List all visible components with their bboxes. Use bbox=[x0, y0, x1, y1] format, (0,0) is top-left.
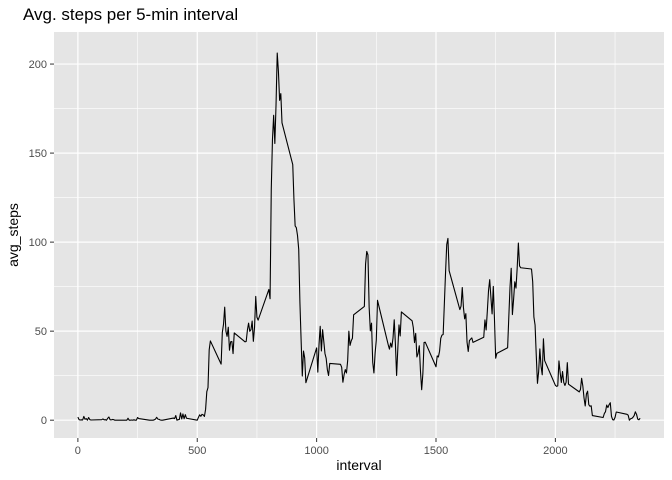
grid-minor bbox=[54, 32, 664, 438]
y-axis-title: avg_steps bbox=[5, 203, 21, 267]
y-tick-label: 0 bbox=[41, 415, 47, 427]
y-tick-label: 150 bbox=[29, 148, 47, 160]
x-axis-title: interval bbox=[336, 457, 381, 473]
y-tick-label: 200 bbox=[29, 59, 47, 71]
plot-panel bbox=[54, 32, 664, 438]
x-tick-label: 1500 bbox=[424, 445, 448, 457]
chart-title: Avg. steps per 5-min interval bbox=[23, 5, 238, 24]
y-tick-label: 100 bbox=[29, 237, 47, 249]
y-axis: 0 50 100 150 200 bbox=[29, 59, 54, 427]
x-tick-label: 1000 bbox=[304, 445, 328, 457]
series-line-avg-steps bbox=[77, 52, 641, 421]
grid-major bbox=[54, 32, 664, 438]
x-tick-label: 0 bbox=[75, 445, 81, 457]
y-tick-label: 50 bbox=[35, 326, 47, 338]
x-tick-label: 2000 bbox=[543, 445, 567, 457]
x-axis: 0 500 1000 1500 2000 bbox=[75, 438, 568, 457]
x-tick-label: 500 bbox=[188, 445, 206, 457]
